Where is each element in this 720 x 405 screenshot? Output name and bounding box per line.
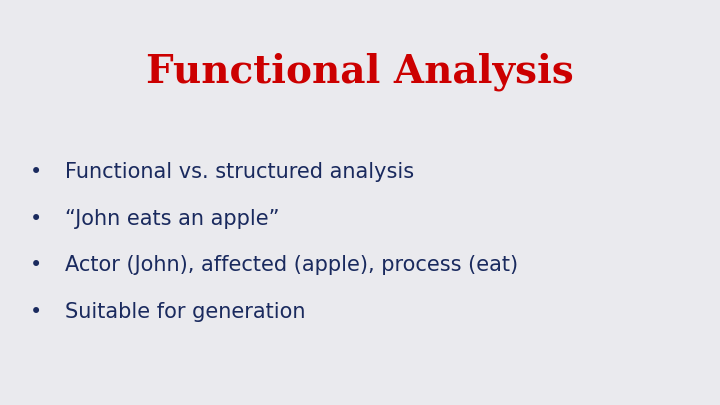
Text: Functional vs. structured analysis: Functional vs. structured analysis	[65, 162, 414, 182]
Text: Suitable for generation: Suitable for generation	[65, 302, 305, 322]
Text: •: •	[30, 209, 42, 228]
Text: •: •	[30, 255, 42, 275]
Text: •: •	[30, 162, 42, 182]
Text: •: •	[30, 302, 42, 322]
Text: Actor (John), affected (apple), process (eat): Actor (John), affected (apple), process …	[65, 255, 518, 275]
Text: “John eats an apple”: “John eats an apple”	[65, 209, 279, 228]
Text: Functional Analysis: Functional Analysis	[146, 53, 574, 91]
